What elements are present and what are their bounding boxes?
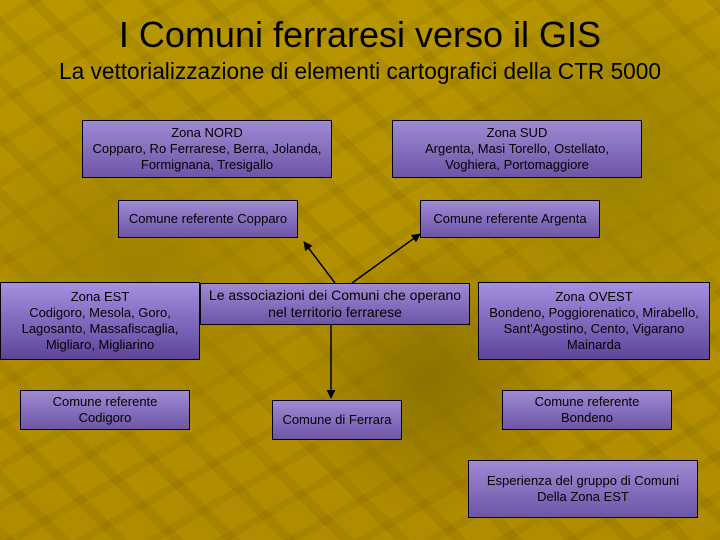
box-ferrara: Comune di Ferrara xyxy=(272,400,402,440)
box-ref_argenta: Comune referente Argenta xyxy=(420,200,600,238)
box-ref_copparo: Comune referente Copparo xyxy=(118,200,298,238)
box-esperienza: Esperienza del gruppo di ComuniDella Zon… xyxy=(468,460,698,518)
box-ref_codigoro: Comune referente Codigoro xyxy=(20,390,190,430)
arrow-1 xyxy=(352,234,420,283)
box-zona_nord: Zona NORDCopparo, Ro Ferrarese, Berra, J… xyxy=(82,120,332,178)
arrow-0 xyxy=(304,242,335,283)
box-center_assoc: Le associazioni dei Comuni che operano n… xyxy=(200,283,470,325)
arrow-layer xyxy=(0,0,720,540)
box-ref_bondeno: Comune referente Bondeno xyxy=(502,390,672,430)
slide: I Comuni ferraresi verso il GIS La vetto… xyxy=(0,0,720,540)
box-zona_ovest: Zona OVESTBondeno, Poggiorenatico, Mirab… xyxy=(478,282,710,360)
box-zona_sud: Zona SUDArgenta, Masi Torello, Ostellato… xyxy=(392,120,642,178)
box-zona_est: Zona ESTCodigoro, Mesola, Goro, Lagosant… xyxy=(0,282,200,360)
